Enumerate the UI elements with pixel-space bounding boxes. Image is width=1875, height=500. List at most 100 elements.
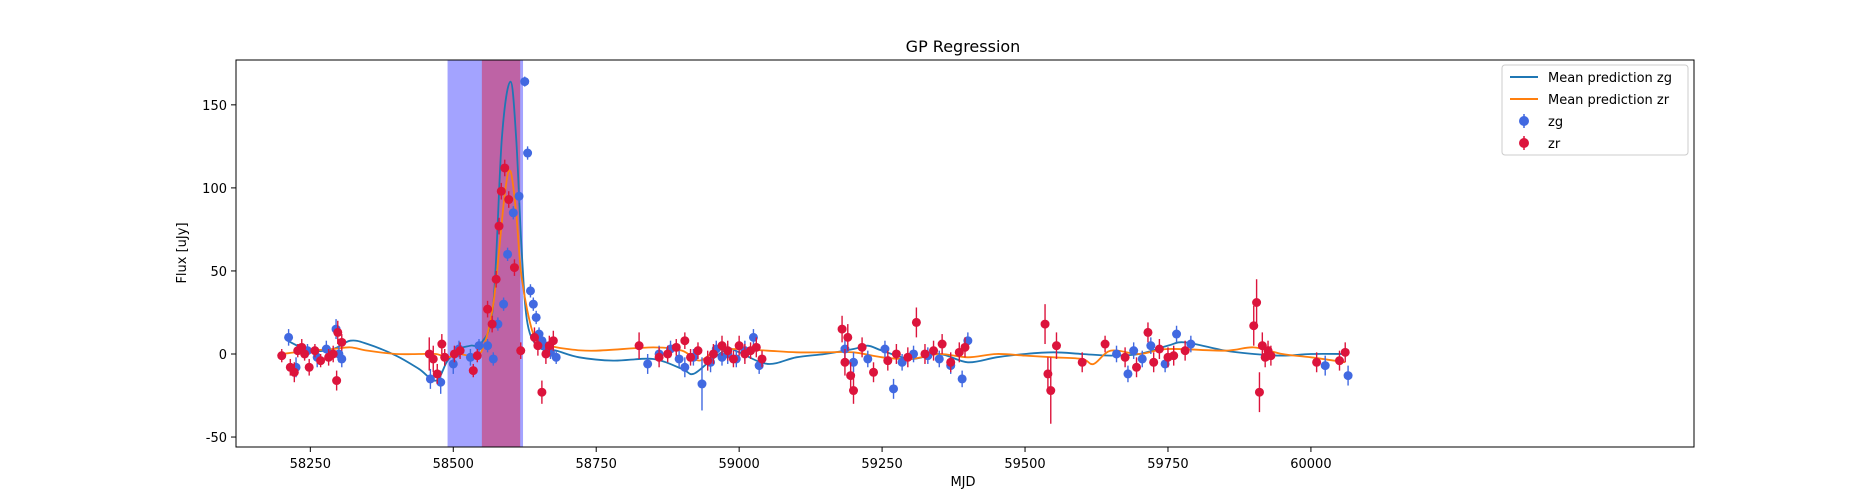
data-point-zr xyxy=(734,341,744,351)
data-point-zr xyxy=(840,357,850,367)
y-tick-label: 150 xyxy=(202,99,227,114)
data-point-zr xyxy=(654,352,664,362)
data-point-zr xyxy=(686,352,696,362)
data-point-zr xyxy=(472,351,482,361)
legend-swatch-zg xyxy=(1519,116,1529,126)
data-point-zg xyxy=(284,332,294,342)
data-point-zr xyxy=(869,367,879,377)
data-point-zr xyxy=(333,327,343,337)
data-point-zr xyxy=(1132,362,1142,372)
data-point-zg xyxy=(934,354,944,364)
data-point-zr xyxy=(903,352,913,362)
legend-label-mean-zg: Mean prediction zg xyxy=(1548,71,1672,86)
data-point-zr xyxy=(693,346,703,356)
data-point-zg xyxy=(1172,329,1182,339)
legend-box xyxy=(1501,64,1689,156)
data-point-zg xyxy=(508,208,518,218)
plot-area xyxy=(277,76,1353,424)
data-point-zg xyxy=(525,286,535,296)
data-point-zr xyxy=(487,319,497,329)
data-point-zg xyxy=(1186,339,1196,349)
data-point-zr xyxy=(891,349,901,359)
data-point-zr xyxy=(432,369,442,379)
y-tick-label: 50 xyxy=(210,265,227,280)
data-point-zr xyxy=(468,366,478,376)
legend-swatch-zr xyxy=(1519,138,1529,148)
x-tick-label: 59250 xyxy=(861,457,902,472)
data-point-zr xyxy=(491,274,501,284)
data-point-zg xyxy=(643,359,653,369)
data-point-zg xyxy=(1112,349,1122,359)
data-point-zr xyxy=(937,339,947,349)
data-point-zg xyxy=(1320,361,1330,371)
data-point-zg xyxy=(520,77,530,87)
legend: Mean prediction zg Mean prediction zr zg… xyxy=(1501,64,1689,156)
data-point-zr xyxy=(1120,352,1130,362)
x-tick-label: 59000 xyxy=(718,457,759,472)
x-axis-label: MJD xyxy=(950,475,975,490)
data-point-zr xyxy=(1046,386,1056,396)
data-point-zr xyxy=(1254,387,1264,397)
data-point-zr xyxy=(1154,344,1164,354)
data-point-zr xyxy=(671,342,681,352)
data-point-zr xyxy=(1252,297,1262,307)
data-point-zr xyxy=(911,317,921,327)
series-line-mean-prediction-zg xyxy=(287,80,1346,382)
data-point-zr xyxy=(1312,357,1322,367)
data-point-zr xyxy=(541,349,551,359)
data-point-zr xyxy=(728,354,738,364)
data-point-zg xyxy=(551,352,561,362)
data-point-zg xyxy=(1343,371,1353,381)
axes: 58250 58500 58750 59000 59250 59500 59750 60000… xyxy=(202,99,1331,472)
y-tick-label: 0 xyxy=(219,348,227,363)
data-point-zr xyxy=(1040,319,1050,329)
x-tick-label: 59500 xyxy=(1004,457,1045,472)
data-point-zr xyxy=(533,341,543,351)
data-point-zr xyxy=(680,336,690,346)
data-point-zg xyxy=(483,341,493,351)
data-point-zr xyxy=(440,352,450,362)
x-tick-label: 58500 xyxy=(433,457,474,472)
data-point-zr xyxy=(1335,356,1345,366)
data-point-zr xyxy=(455,346,465,356)
x-tick-label: 60000 xyxy=(1290,457,1331,472)
data-point-zg xyxy=(436,377,446,387)
data-point-zg xyxy=(697,379,707,389)
data-point-zg xyxy=(531,312,541,322)
data-point-zr xyxy=(857,342,867,352)
data-point-zr xyxy=(516,346,526,356)
data-point-zr xyxy=(723,346,733,356)
data-point-zg xyxy=(514,191,524,201)
x-tick-label: 59750 xyxy=(1147,457,1188,472)
data-point-zr xyxy=(663,349,673,359)
data-point-zg xyxy=(474,341,484,351)
data-point-zr xyxy=(946,357,956,367)
legend-label-zg: zg xyxy=(1548,115,1563,130)
data-point-zr xyxy=(1149,357,1159,367)
data-point-zr xyxy=(1051,341,1061,351)
data-point-zg xyxy=(465,352,475,362)
data-point-zr xyxy=(634,341,644,351)
data-point-zg xyxy=(1146,341,1156,351)
data-point-zr xyxy=(504,195,514,205)
data-point-zg xyxy=(448,359,458,369)
data-point-zr xyxy=(960,342,970,352)
data-point-zr xyxy=(1180,346,1190,356)
data-point-zr xyxy=(316,356,326,366)
data-point-zr xyxy=(1100,339,1110,349)
data-point-zr xyxy=(1266,351,1276,361)
data-point-zg xyxy=(337,354,347,364)
legend-label-mean-zr: Mean prediction zr xyxy=(1548,93,1670,108)
data-point-zg xyxy=(425,374,435,384)
data-point-zg xyxy=(528,299,538,309)
data-point-zr xyxy=(849,386,859,396)
x-tick-label: 58750 xyxy=(576,457,617,472)
data-point-zg xyxy=(889,384,899,394)
x-tick-label: 58250 xyxy=(290,457,331,472)
chart-title: GP Regression xyxy=(906,37,1021,56)
data-point-zg xyxy=(1123,369,1133,379)
data-point-zr xyxy=(708,349,718,359)
y-axis-label: Flux [uJy] xyxy=(175,222,190,283)
data-point-zr xyxy=(1077,357,1087,367)
